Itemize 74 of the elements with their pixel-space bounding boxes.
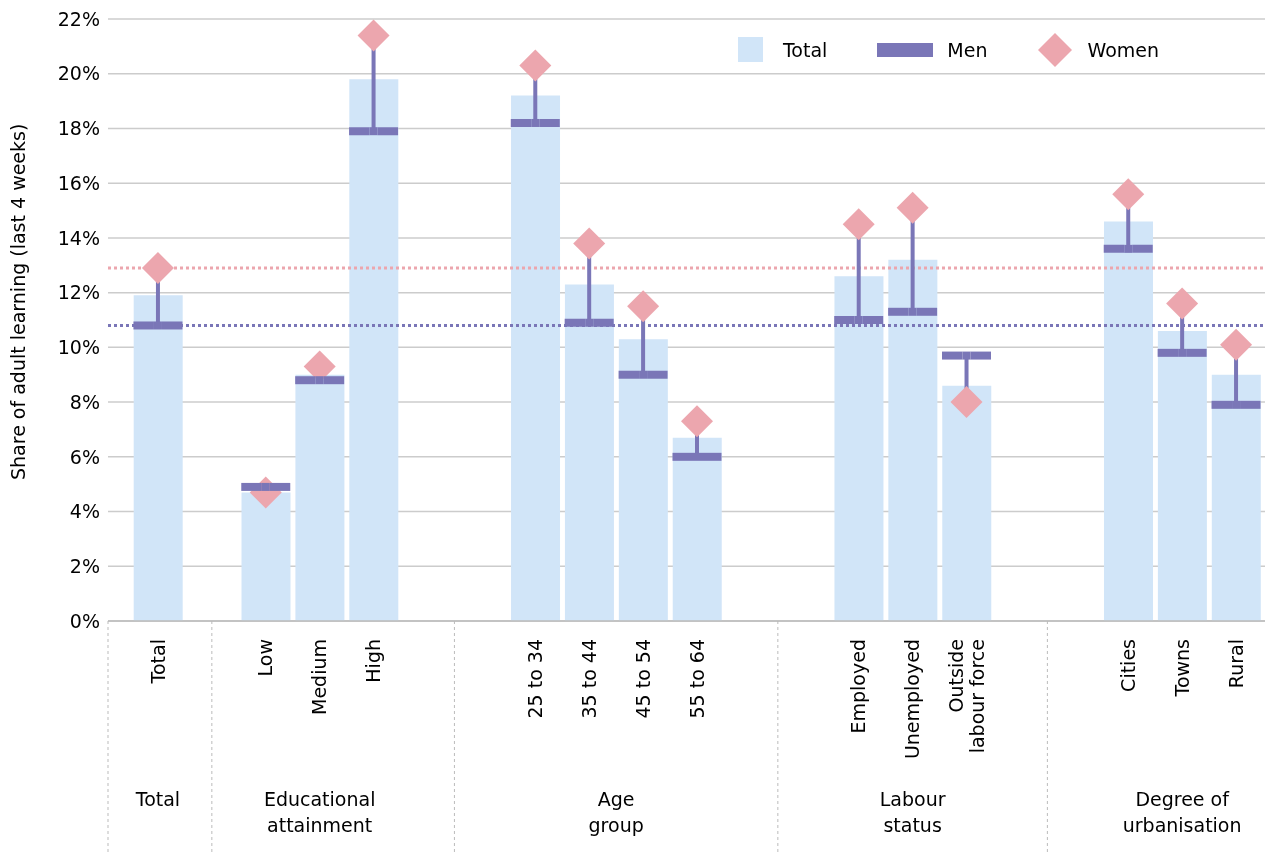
point bbox=[1166, 287, 1199, 320]
bar bbox=[133, 295, 183, 621]
bar bbox=[888, 259, 938, 621]
point bbox=[573, 227, 606, 260]
point bbox=[908, 307, 917, 316]
legend-label: Men bbox=[947, 39, 988, 61]
bar bbox=[1103, 221, 1153, 621]
text: Educational attainment bbox=[262, 787, 377, 838]
y-tick-label: 12% bbox=[57, 281, 100, 304]
point bbox=[681, 405, 713, 438]
x-tick-label: High bbox=[362, 639, 385, 683]
bar bbox=[942, 385, 992, 621]
y-tick-label: 10% bbox=[57, 336, 100, 359]
y-tick-label: 20% bbox=[57, 62, 100, 85]
point bbox=[315, 376, 324, 385]
point bbox=[585, 318, 594, 327]
bar bbox=[241, 492, 291, 621]
text: Total bbox=[134, 787, 182, 812]
text: Age group bbox=[587, 787, 645, 838]
legend-label: Total bbox=[782, 39, 828, 61]
x-tick-label: Total bbox=[146, 639, 169, 685]
y-axis-title: Share of adult learning (last 4 weeks) bbox=[6, 123, 29, 480]
point bbox=[369, 127, 378, 136]
y-tick-label: 4% bbox=[69, 500, 100, 523]
point bbox=[896, 191, 929, 224]
point bbox=[261, 482, 270, 491]
bar bbox=[295, 374, 345, 621]
y-tick-label: 2% bbox=[69, 555, 100, 578]
bar bbox=[349, 79, 399, 621]
x-tick-label: 25 to 34 bbox=[523, 639, 546, 719]
x-tick-label: Towns bbox=[1170, 639, 1193, 698]
bar bbox=[1211, 374, 1261, 621]
point bbox=[519, 49, 552, 82]
x-tick-label: Medium bbox=[308, 639, 331, 715]
y-tick-label: 6% bbox=[69, 445, 100, 468]
point bbox=[950, 386, 983, 419]
legend-label: Women bbox=[1087, 39, 1159, 61]
x-tick-label: Unemployed bbox=[901, 639, 924, 760]
point bbox=[854, 316, 863, 324]
y-tick-label: 16% bbox=[57, 171, 100, 194]
point bbox=[1220, 328, 1253, 361]
text: Labour status bbox=[878, 787, 947, 838]
point bbox=[531, 118, 540, 127]
bar bbox=[511, 95, 561, 621]
x-tick-label: Low bbox=[254, 639, 277, 677]
point bbox=[639, 370, 648, 379]
x-tick-label: Rural bbox=[1224, 639, 1247, 689]
point bbox=[153, 321, 162, 330]
y-tick-label: 18% bbox=[57, 117, 100, 140]
x-tick-label: Cities bbox=[1116, 639, 1139, 692]
point bbox=[141, 252, 174, 285]
bar bbox=[834, 276, 884, 621]
bar bbox=[618, 339, 668, 621]
y-tick-label: 0% bbox=[69, 609, 100, 632]
y-tick-label: 22% bbox=[57, 7, 100, 30]
bar bbox=[672, 437, 722, 621]
x-tick-label: 35 to 44 bbox=[577, 639, 600, 719]
x-tick-label: Outside labour force bbox=[944, 639, 988, 754]
y-tick-label: 14% bbox=[57, 226, 100, 249]
y-tick-label: 8% bbox=[69, 390, 100, 413]
point bbox=[357, 19, 390, 52]
x-tick-label: 45 to 54 bbox=[631, 639, 654, 719]
point bbox=[627, 290, 660, 323]
x-tick-label: 55 to 64 bbox=[685, 639, 708, 719]
point bbox=[1124, 244, 1133, 253]
point bbox=[842, 208, 875, 241]
text: Degree of urbanisation bbox=[1121, 787, 1243, 838]
point bbox=[1178, 348, 1187, 357]
x-tick-label: Employed bbox=[847, 639, 870, 734]
point bbox=[1232, 400, 1241, 409]
bar bbox=[1157, 330, 1207, 621]
point bbox=[962, 351, 971, 360]
point bbox=[1112, 178, 1145, 211]
bar bbox=[564, 284, 614, 621]
